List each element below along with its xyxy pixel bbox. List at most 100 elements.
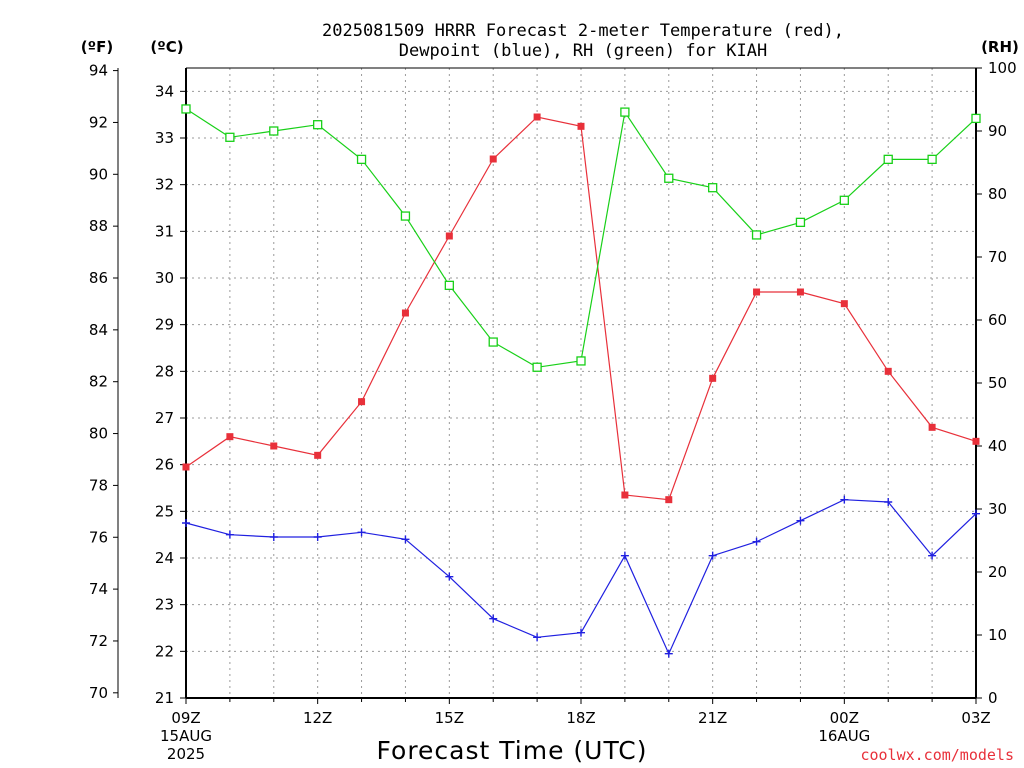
rh-point: [708, 183, 718, 193]
fahrenheit-tick-label: 90: [89, 165, 108, 183]
fahrenheit-tick-label: 72: [89, 632, 108, 650]
dewpoint-point: [752, 537, 761, 546]
temperature-point: [884, 367, 892, 375]
fahrenheit-tick-label: 82: [89, 373, 108, 391]
fahrenheit-tick-label: 92: [89, 113, 108, 131]
celsius-tick-label: 27: [155, 409, 174, 427]
rh-point: [620, 107, 630, 117]
celsius-tick-label: 33: [155, 129, 174, 147]
temperature-point: [665, 496, 673, 504]
x-axis-label: Forecast Time (UTC): [377, 736, 648, 765]
rh-point: [444, 280, 454, 291]
rh-point: [751, 230, 762, 240]
rh-tick-label: 80: [988, 185, 1007, 203]
dewpoint-point: [401, 535, 410, 544]
rh-tick-label: 10: [988, 626, 1007, 644]
chart-title-line1: 2025081509 HRRR Forecast 2-meter Tempera…: [322, 21, 844, 41]
fahrenheit-tick-label: 88: [89, 217, 108, 235]
dewpoint-point: [577, 628, 585, 637]
axis-layer: 70 72 74 76 78 80 82 84 86 88 90 92 94 21 22 23 24 25 26 27…: [89, 59, 1017, 763]
fahrenheit-unit-label: (ºF): [81, 38, 113, 56]
fahrenheit-tick-label: 70: [89, 684, 108, 702]
fahrenheit-tick-label: 94: [89, 62, 108, 80]
celsius-tick-label: 21: [155, 689, 174, 707]
dewpoint-point: [840, 495, 849, 504]
dewpoint-point: [620, 551, 629, 560]
temperature-point: [270, 442, 278, 450]
celsius-tick-label: 26: [155, 456, 174, 474]
dewpoint-point: [489, 614, 498, 623]
dewpoint-point: [533, 633, 542, 642]
fahrenheit-tick-label: 84: [89, 321, 108, 339]
rh-point: [839, 195, 849, 205]
rh-point: [488, 337, 498, 347]
x-tick-label: 15AUG: [160, 727, 212, 745]
dewpoint-point: [357, 528, 366, 537]
temperature-point: [489, 155, 497, 163]
temperature-point: [358, 398, 366, 406]
rh-tick-label: 30: [988, 500, 1007, 518]
x-tick-label: 21Z: [698, 709, 727, 727]
dewpoint-point: [884, 498, 893, 506]
rh-tick-label: 40: [988, 437, 1007, 455]
celsius-tick-label: 30: [155, 269, 174, 287]
rh-tick-label: 20: [988, 563, 1007, 581]
grid-layer: [186, 68, 976, 698]
celsius-tick-label: 23: [155, 596, 174, 614]
x-tick-label: 03Z: [961, 709, 990, 727]
series-layer: [181, 104, 981, 658]
rh-point: [181, 104, 191, 114]
rh-tick-label: 100: [988, 59, 1017, 77]
fahrenheit-tick-label: 86: [89, 269, 108, 287]
chart-title-line2: Dewpoint (blue), RH (green) for KIAH: [399, 41, 767, 61]
x-tick-label: 00Z: [830, 709, 859, 727]
x-tick-label: 18Z: [566, 709, 595, 727]
rh-point: [664, 173, 674, 183]
celsius-unit-label: (ºC): [150, 38, 183, 56]
x-tick-label: 2025: [167, 745, 205, 763]
dewpoint-point: [796, 516, 805, 525]
dewpoint-point: [269, 533, 278, 541]
rh-point: [313, 120, 323, 130]
celsius-tick-label: 22: [155, 642, 174, 660]
x-tick-label: 12Z: [303, 709, 332, 727]
temperature-point: [401, 309, 409, 317]
dewpoint-point: [182, 519, 190, 527]
rh-tick-label: 50: [988, 374, 1007, 392]
celsius-tick-label: 34: [155, 82, 174, 100]
dewpoint-point: [313, 533, 322, 541]
temperature-point: [182, 463, 190, 471]
rh-tick-label: 70: [988, 248, 1007, 266]
rh-point: [795, 217, 806, 228]
rh-point: [971, 113, 981, 124]
dewpoint-point: [225, 530, 234, 539]
temperature-point: [928, 423, 936, 431]
rh-point: [576, 356, 586, 366]
rh-point: [883, 154, 893, 165]
rh-point: [269, 126, 279, 136]
temperature-point: [753, 288, 761, 296]
celsius-tick-label: 25: [155, 502, 174, 520]
x-tick-label: 09Z: [171, 709, 200, 727]
temperature-point: [533, 113, 541, 121]
rh-point: [927, 154, 937, 165]
source-credit: coolwx.com/models: [860, 746, 1014, 764]
rh-unit-label: (RH): [981, 38, 1019, 56]
temperature-point: [840, 300, 848, 308]
dewpoint-point: [972, 509, 980, 518]
rh-tick-label: 90: [988, 122, 1007, 140]
temperature-point: [226, 433, 234, 441]
temperature-point: [621, 491, 629, 499]
rh-point: [225, 132, 235, 142]
fahrenheit-tick-label: 74: [89, 580, 108, 598]
temperature-point: [972, 437, 980, 445]
temperature-point: [445, 232, 453, 240]
celsius-tick-label: 24: [155, 549, 174, 567]
x-tick-label: 16AUG: [818, 727, 870, 745]
rh-point: [356, 154, 367, 165]
temperature-point: [314, 451, 322, 459]
celsius-tick-label: 28: [155, 362, 174, 380]
temperature-point: [577, 122, 585, 130]
fahrenheit-tick-label: 78: [89, 476, 108, 494]
